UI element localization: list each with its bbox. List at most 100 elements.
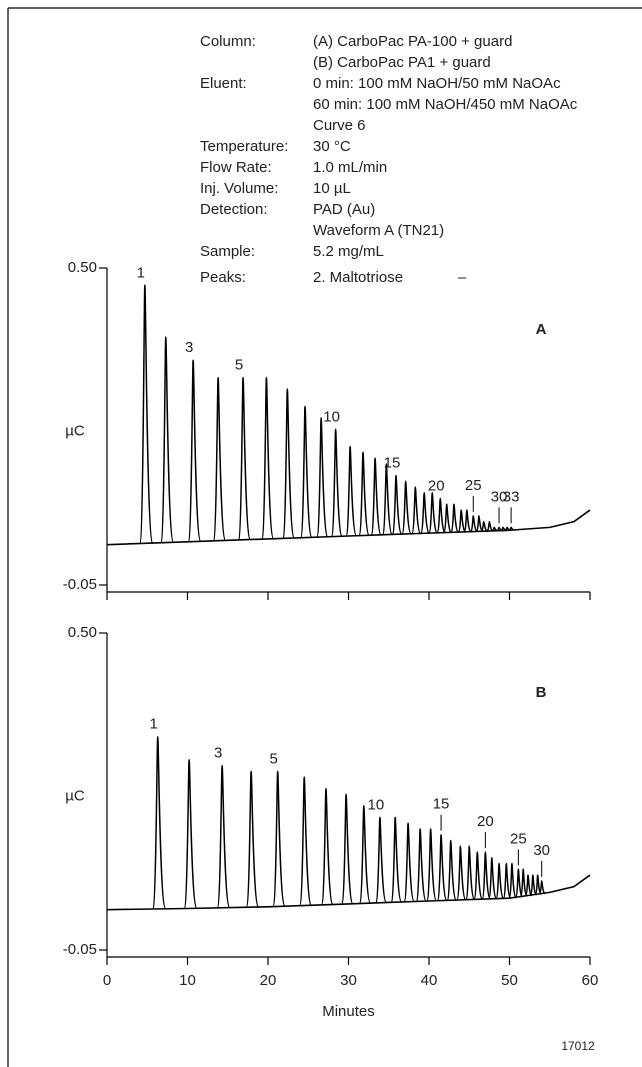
condition-label: Column: (200, 33, 256, 50)
peak-label: 10 (368, 796, 385, 813)
condition-value: 60 min: 100 mM NaOH/450 mM NaOAc (313, 96, 578, 113)
peak (515, 868, 524, 898)
peak (151, 735, 167, 910)
condition-value: 10 µL (313, 180, 351, 197)
peak (436, 833, 448, 902)
peak-label: 10 (323, 408, 340, 425)
peak (183, 759, 198, 910)
x-tick-label: 0 (103, 972, 111, 989)
peak (488, 857, 498, 900)
condition-value: 30 °C (313, 138, 351, 155)
peak (436, 497, 446, 534)
peak-label: 3 (214, 745, 222, 762)
peak (381, 463, 393, 536)
peak-label: 5 (235, 356, 243, 373)
peak (160, 336, 175, 544)
condition-label: Detection: (200, 201, 268, 218)
condition-value: 2. Maltotriose (313, 269, 403, 286)
peak (534, 874, 542, 895)
peak (456, 845, 467, 901)
x-tick-label: 40 (421, 972, 438, 989)
peak (330, 428, 343, 538)
y-axis-label: µC (65, 787, 85, 804)
peak (415, 828, 427, 903)
peak (428, 492, 439, 534)
peak (469, 515, 478, 533)
peak (442, 503, 453, 534)
peak-label: 25 (465, 477, 482, 494)
peak (358, 805, 372, 905)
y-tick-label: 0.50 (68, 624, 97, 641)
x-tick-label: 50 (501, 972, 518, 989)
condition-value: Waveform A (TN21) (313, 222, 444, 239)
peak (411, 486, 422, 535)
condition-value: (B) CarboPac PA1 + guard (313, 54, 491, 71)
peak (495, 862, 505, 900)
condition-amount: – (458, 269, 467, 286)
peak (465, 845, 476, 901)
condition-label: Sample: (200, 243, 255, 260)
peak (391, 474, 403, 536)
peak (341, 793, 354, 905)
peak (496, 526, 503, 532)
peak (212, 376, 227, 542)
y-tick-label: 0.50 (68, 259, 97, 276)
peak (508, 862, 517, 899)
figure-number: 17012 (561, 1039, 595, 1053)
peak (272, 770, 286, 908)
condition-label: Inj. Volume: (200, 180, 278, 197)
y-tick-label: -0.05 (63, 941, 97, 958)
baseline-trace (106, 874, 591, 911)
peak (282, 388, 296, 539)
x-axis-label: Minutes (322, 1003, 375, 1020)
peak-label: 1 (137, 264, 145, 281)
peak (390, 816, 403, 903)
condition-label: Eluent: (200, 75, 247, 92)
condition-value: 5.2 mg/mL (313, 243, 384, 260)
peak (524, 874, 533, 897)
peak-label: 15 (384, 454, 401, 471)
peak (450, 503, 460, 533)
peak (261, 376, 275, 540)
panel-label: A (536, 321, 547, 338)
condition-value: Curve 6 (313, 117, 366, 134)
condition-value: 1.0 mL/min (313, 159, 387, 176)
condition-value: PAD (Au) (313, 201, 375, 218)
peak (508, 526, 515, 531)
peak (529, 874, 538, 896)
peak (237, 376, 252, 541)
peak (299, 405, 313, 539)
peak (139, 284, 154, 545)
panel-label: B (536, 684, 547, 701)
peak (446, 839, 458, 901)
x-tick-label: 20 (260, 972, 277, 989)
peak (473, 851, 484, 901)
peak (502, 862, 512, 899)
peak (486, 520, 494, 532)
condition-label: Peaks: (200, 269, 246, 286)
peak-label: 5 (269, 750, 277, 767)
peak (504, 526, 511, 532)
peak-label: 30 (491, 488, 508, 505)
y-tick-label: -0.05 (63, 576, 97, 593)
peak (345, 445, 358, 537)
peak (316, 417, 329, 538)
peak-label: 25 (510, 830, 527, 847)
y-axis-label: µC (65, 422, 85, 439)
x-tick-label: 10 (179, 972, 196, 989)
peak (457, 509, 467, 533)
peak (216, 764, 231, 909)
peak-label: 20 (477, 813, 494, 830)
peak-label: 30 (533, 842, 550, 859)
peak (480, 520, 488, 532)
peak (375, 816, 388, 904)
peak (463, 509, 472, 533)
peak (420, 492, 431, 535)
peak (298, 776, 313, 907)
peak (491, 526, 498, 532)
condition-label: Temperature: (200, 138, 288, 155)
peak (320, 787, 334, 906)
peak (475, 515, 484, 533)
condition-label: Flow Rate: (200, 159, 272, 176)
